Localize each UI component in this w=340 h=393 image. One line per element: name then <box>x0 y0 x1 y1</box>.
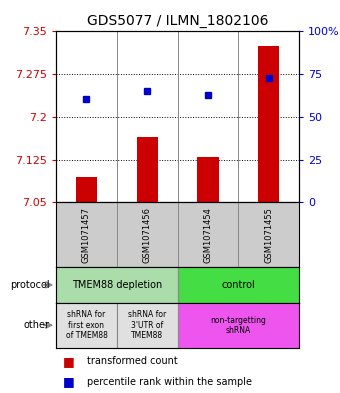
Bar <box>177 267 299 303</box>
Text: control: control <box>222 280 255 290</box>
Text: ■: ■ <box>63 375 75 388</box>
Bar <box>76 177 97 202</box>
Text: shRNA for
3'UTR of
TMEM88: shRNA for 3'UTR of TMEM88 <box>128 310 166 340</box>
Text: other: other <box>23 320 49 330</box>
Text: GSM1071457: GSM1071457 <box>82 207 91 263</box>
Text: non-targetting
shRNA: non-targetting shRNA <box>210 316 266 335</box>
Bar <box>198 157 219 202</box>
Text: protocol: protocol <box>10 280 49 290</box>
Text: GSM1071456: GSM1071456 <box>143 207 152 263</box>
Bar <box>56 267 177 303</box>
Text: percentile rank within the sample: percentile rank within the sample <box>87 377 252 387</box>
Bar <box>56 303 117 348</box>
Title: GDS5077 / ILMN_1802106: GDS5077 / ILMN_1802106 <box>87 14 268 28</box>
Text: transformed count: transformed count <box>87 356 177 366</box>
Bar <box>137 137 158 202</box>
Bar <box>177 303 299 348</box>
Text: GSM1071455: GSM1071455 <box>264 207 273 263</box>
Text: TMEM88 depletion: TMEM88 depletion <box>72 280 162 290</box>
Text: GSM1071454: GSM1071454 <box>204 207 212 263</box>
Text: ■: ■ <box>63 355 75 368</box>
Bar <box>258 46 279 202</box>
Bar <box>117 303 177 348</box>
Text: shRNA for
first exon
of TMEM88: shRNA for first exon of TMEM88 <box>66 310 107 340</box>
